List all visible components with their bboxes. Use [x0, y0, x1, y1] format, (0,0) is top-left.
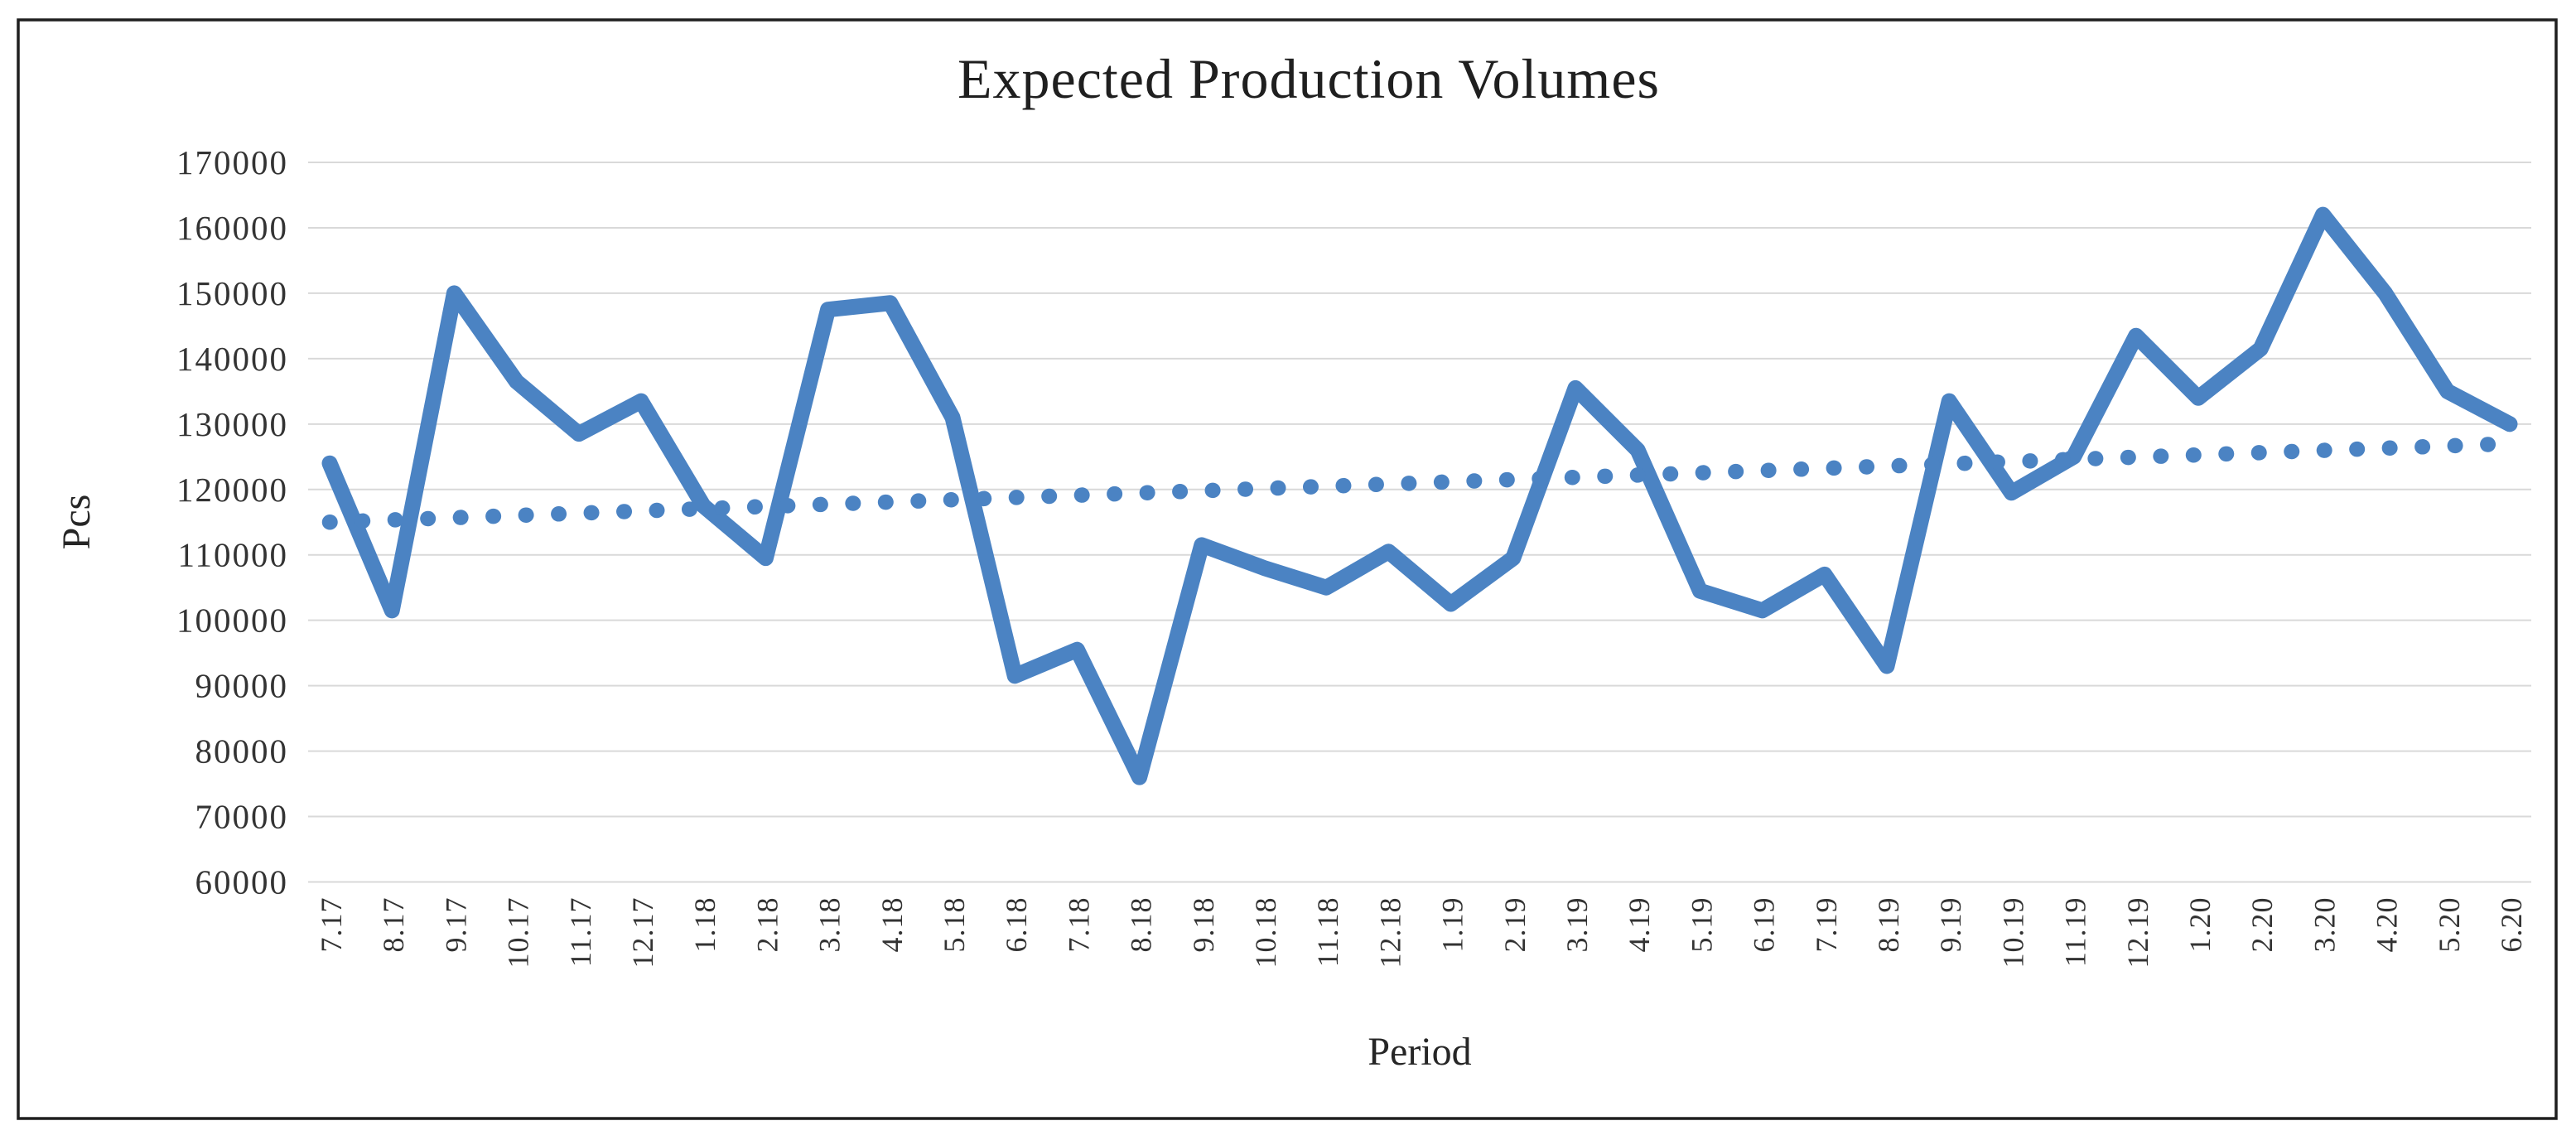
x-tick-label: 3.20	[2308, 897, 2341, 953]
x-tick-label: 11.18	[1311, 897, 1344, 968]
x-tick-label: 12.19	[2121, 897, 2154, 969]
x-tick-label: 4.18	[876, 897, 909, 953]
x-tick-label: 6.18	[1000, 897, 1033, 953]
x-tick-label: 7.19	[1810, 897, 1843, 953]
y-tick-label: 130000	[176, 405, 288, 443]
x-tick-label: 9.19	[1934, 897, 1967, 953]
x-tick-label: 9.18	[1187, 897, 1220, 953]
x-tick-label: 10.17	[502, 897, 535, 969]
chart-title: Expected Production Volumes	[958, 47, 1660, 110]
x-tick-label: 1.18	[688, 897, 721, 953]
x-tick-label: 4.19	[1623, 897, 1656, 953]
x-tick-label: 3.19	[1561, 897, 1594, 953]
x-tick-label: 5.18	[938, 897, 971, 953]
x-tick-label: 7.18	[1062, 897, 1095, 953]
x-tick-label: 4.20	[2371, 897, 2404, 953]
x-tick-label: 11.19	[2059, 897, 2092, 968]
y-tick-label: 60000	[195, 863, 289, 901]
x-tick-label: 3.18	[813, 897, 847, 953]
y-tick-label: 170000	[176, 143, 288, 181]
y-tick-label: 70000	[195, 798, 289, 836]
y-tick-label: 110000	[178, 536, 288, 574]
figure-border	[17, 18, 2558, 1120]
y-axis-title: Pcs	[55, 495, 99, 550]
x-tick-label: 10.18	[1249, 897, 1282, 969]
x-tick-label: 12.17	[626, 897, 659, 969]
y-tick-label: 90000	[195, 667, 289, 705]
y-tick-label: 80000	[195, 732, 289, 771]
plot-series	[321, 206, 2518, 785]
y-tick-label: 160000	[176, 209, 288, 247]
x-tick-label: 6.19	[1748, 897, 1781, 953]
x-tick-label: 5.20	[2433, 897, 2466, 953]
x-tick-label: 9.17	[439, 897, 472, 953]
y-tick-label: 100000	[176, 601, 288, 640]
x-tick-label: 8.17	[377, 897, 410, 953]
x-tick-label: 2.20	[2246, 897, 2279, 953]
x-axis-title: Period	[1368, 1030, 1471, 1074]
trend-line	[321, 436, 2518, 530]
y-axis-tick-labels: 170000 160000 150000 140000 130000 120000 1100…	[176, 143, 289, 901]
x-tick-label: 11.17	[564, 897, 597, 968]
x-tick-label: 1.19	[1436, 897, 1469, 953]
x-tick-label: 10.19	[1996, 897, 2029, 969]
y-tick-label: 120000	[176, 471, 288, 509]
x-tick-label: 8.18	[1125, 897, 1158, 953]
x-tick-label: 1.20	[2183, 897, 2217, 953]
x-tick-label: 2.18	[750, 897, 784, 953]
y-tick-label: 140000	[176, 340, 288, 378]
x-axis-tick-labels: 7.17 8.17 9.17 10.17 11.17 12.17 1.18 2.18 3.18 4…	[315, 897, 2528, 969]
x-tick-label: 8.19	[1872, 897, 1905, 953]
x-tick-label: 7.17	[315, 897, 348, 953]
x-tick-label: 12.18	[1373, 897, 1406, 969]
x-tick-label: 6.20	[2495, 897, 2528, 953]
series-line	[321, 206, 2518, 785]
y-tick-label: 150000	[176, 274, 288, 312]
gridlines	[308, 162, 2531, 883]
x-tick-label: 5.19	[1685, 897, 1718, 953]
x-tick-label: 2.19	[1498, 897, 1532, 953]
